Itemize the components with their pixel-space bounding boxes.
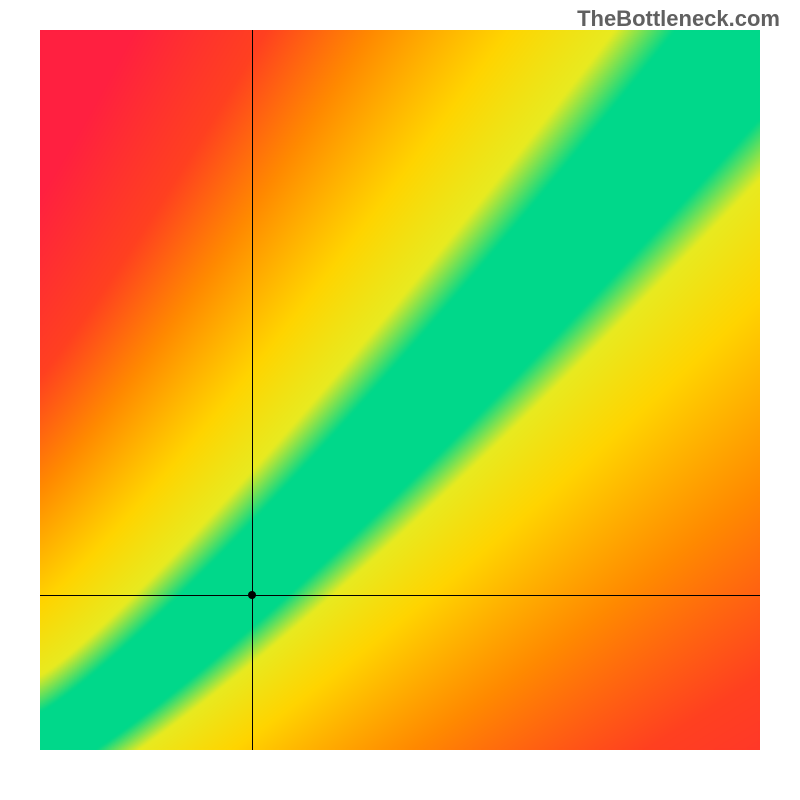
crosshair-marker: [248, 591, 256, 599]
watermark-text: TheBottleneck.com: [577, 6, 780, 32]
heatmap-canvas: [40, 30, 760, 750]
heatmap-chart: [40, 30, 760, 750]
crosshair-horizontal: [40, 595, 760, 596]
crosshair-vertical: [252, 30, 253, 750]
chart-container: TheBottleneck.com: [0, 0, 800, 800]
